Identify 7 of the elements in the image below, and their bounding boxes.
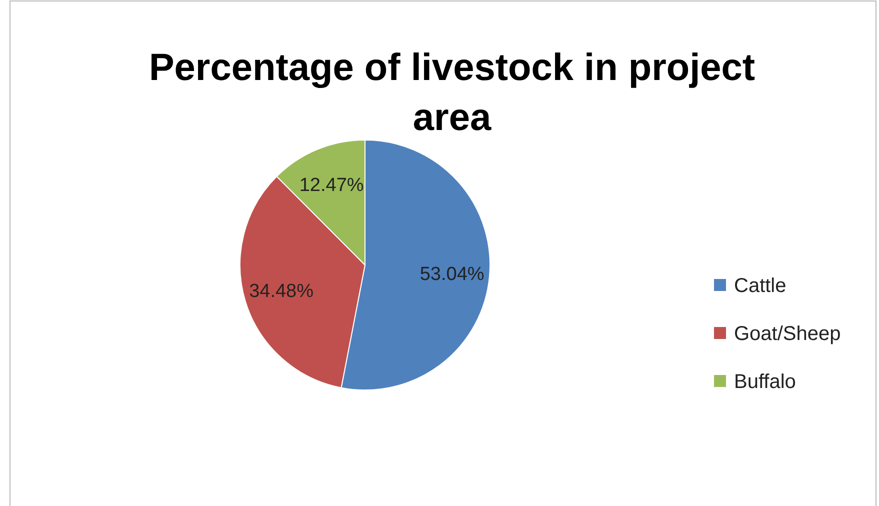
data-label: 12.47% (299, 174, 364, 196)
legend-label: Cattle (734, 275, 786, 297)
legend-label: Goat/Sheep (734, 323, 841, 345)
chart-title: Percentage of livestock in project area (148, 47, 756, 139)
data-label: 34.48% (249, 281, 314, 302)
data-label: 53.04% (420, 264, 484, 286)
legend-label: Buffalo (734, 371, 796, 393)
